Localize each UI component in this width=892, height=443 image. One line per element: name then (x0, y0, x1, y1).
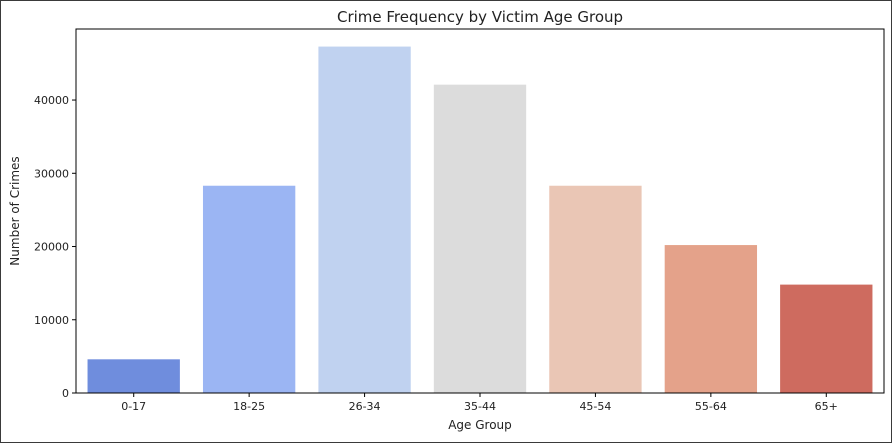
bar-55-64 (664, 245, 758, 393)
chart-title: Crime Frequency by Victim Age Group (337, 8, 623, 26)
x-axis-label: Age Group (448, 418, 512, 432)
x-tick-label: 26-34 (349, 400, 381, 413)
y-tick-label: 40000 (34, 94, 69, 107)
x-tick-label: 18-25 (233, 400, 265, 413)
x-tick-label: 0-17 (121, 400, 146, 413)
bars-group (87, 46, 873, 393)
x-tick-label: 45-54 (579, 400, 611, 413)
y-axis-ticks: 0 10000 20000 30000 40000 (34, 94, 76, 400)
bar-0-17 (87, 359, 180, 393)
x-tick-label: 65+ (815, 400, 838, 413)
x-tick-label: 55-64 (695, 400, 727, 413)
bar-35-44 (433, 84, 527, 393)
bar-45-54 (549, 185, 642, 393)
y-tick-label: 20000 (34, 241, 69, 254)
y-axis-label: Number of Crimes (8, 156, 22, 265)
bar-65+ (780, 284, 873, 393)
x-axis-ticks: 0-17 18-25 26-34 35-44 45-54 55-64 65+ (121, 393, 838, 413)
y-tick-label: 10000 (34, 314, 69, 327)
bar-18-25 (202, 185, 296, 393)
bar-26-34 (318, 46, 411, 393)
x-tick-label: 35-44 (464, 400, 496, 413)
y-tick-label: 0 (62, 387, 69, 400)
y-tick-label: 30000 (34, 167, 69, 180)
plot-area-border (75, 28, 885, 394)
